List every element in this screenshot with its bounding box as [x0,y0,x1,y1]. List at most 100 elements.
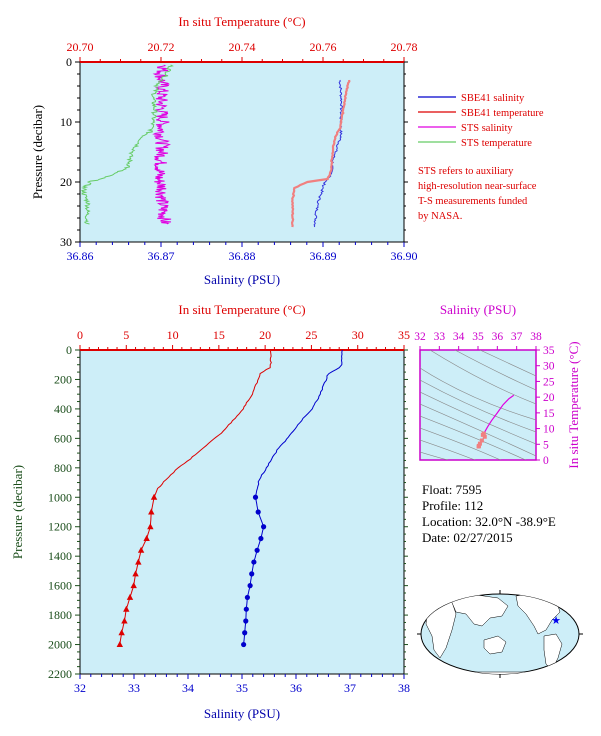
ts-temperature-ticks: 0 5 10 15 20 25 30 35 [536,345,555,467]
salinity-sample-marker [242,630,248,636]
ts-temperature-tick-label: 35 [543,345,555,357]
pressure-tick-label: 0 [66,343,72,357]
land-south-america [543,633,563,671]
ts-salinity-tick-label: 34 [453,331,465,343]
salinity-tick-label: 35 [236,681,248,695]
pressure-tick-label: 1000 [48,490,72,504]
salinity-sample-marker [252,494,259,500]
temperature-tick-label: 20 [259,328,271,342]
temperature-sample-marker [143,535,150,542]
ts-temperature-tick-label: 10 [543,424,555,436]
ts-salinity-tick-label: 37 [511,331,523,343]
legend-label-sts-salinity: STS salinity [461,123,513,134]
ts-salinity-tick-label: 33 [434,331,446,343]
top-plot-salinity-ticks: 36.86 36.87 36.88 36.89 36.90 [67,242,418,263]
temperature-tick-label: 0 [77,328,83,342]
salinity-tick-label: 36.86 [67,249,94,263]
temperature-sample-marker [148,508,155,515]
main-plot-pressure-axis-label: Pressure (decibar) [10,465,25,559]
salinity-tick-label: 38 [398,681,410,695]
series-sts-sal [152,64,172,225]
salinity-profile-line [243,349,343,645]
series-sts-temp [81,64,174,225]
float-id: Float: 7595 [422,482,482,497]
main-plot-salinity-axis-label: Salinity (PSU) [204,706,280,721]
temperature-tick-label: 20.74 [229,40,256,54]
ts-density-contours [420,350,536,460]
main-plot-area [79,349,405,675]
pressure-tick-label: 400 [54,402,72,416]
ts-contour [454,350,536,391]
world-map: ★ [417,590,583,678]
ts-contour [420,403,536,457]
sts-note-line-3: T-S measurements funded [418,196,528,207]
main-plot-series [116,349,343,648]
salinity-tick-label: 36.87 [148,249,175,263]
float-location-star-icon: ★ [551,615,561,627]
map-tick-marks [417,590,583,678]
top-plot-legend: SBE41 salinity SBE41 temperature STS sal… [418,93,544,222]
salinity-sample-marker [255,509,261,515]
pressure-tick-label: 600 [54,431,72,445]
temperature-tick-label: 10 [167,328,179,342]
ts-contour [420,367,536,421]
land-antarctica [429,671,571,674]
salinity-sample-marker [244,594,250,601]
legend-label-sbe41-salinity: SBE41 salinity [461,93,525,104]
ts-contour [420,391,536,445]
salinity-sample-marker [251,559,257,565]
temperature-sample-marker [126,593,134,600]
temperature-sample-marker [132,570,139,577]
main-plot-pressure-ticks: 0 200 400 600 800 1000 1200 1400 1600 1800 2000 220… [48,343,408,681]
land-australia [483,635,507,655]
ts-contour [420,451,449,460]
pressure-tick-label: 1400 [48,549,72,563]
temperature-sample-marker [135,558,142,565]
ts-temperature-axis-label: In situ Temperature (°C) [566,341,581,468]
temperature-sample-marker [150,493,158,500]
ts-sample-marker [482,434,487,439]
temperature-tick-label: 20.76 [310,40,337,54]
temperature-sample-marker [123,605,130,612]
pressure-tick-label: 1200 [48,520,72,534]
ts-sample-marker [479,438,484,443]
temperature-sample-marker [121,617,128,624]
ts-temperature-tick-label: 5 [543,439,549,451]
top-plot-salinity-axis-label: Salinity (PSU) [204,272,280,287]
temperature-tick-label: 15 [213,328,225,342]
ts-temperature-tick-label: 20 [543,392,555,404]
top-plot-temperature-axis-label: In situ Temperature (°C) [178,14,305,29]
date: Date: 02/27/2015 [422,530,513,545]
salinity-sample-marker [254,547,260,553]
salinity-tick-label: 32 [74,681,86,695]
pressure-tick-label: 2200 [48,667,72,681]
ts-salinity-tick-label: 38 [530,331,542,343]
temperature-tick-label: 35 [398,328,410,342]
temperature-sample-marker [137,546,145,553]
temperature-sample-marker [147,523,154,530]
ts-contour [420,427,502,460]
full-depth-profile-chart: In situ Temperature (°C) 0 5 10 15 20 25 30 35 … [10,302,410,721]
salinity-sample-marker [241,641,247,648]
land-masses [425,594,571,674]
pressure-tick-label: 10 [60,115,72,129]
series-sbe-temp [290,79,351,228]
ts-sample-marker [477,441,482,446]
ts-contour [479,350,536,377]
ts-temperature-tick-label: 30 [543,361,555,373]
ts-salinity-tick-label: 32 [414,331,426,343]
float-info: Float: 7595 Profile: 112 Location: 32.0°… [422,482,556,545]
salinity-tick-label: 33 [128,681,140,695]
ts-temperature-tick-label: 0 [543,455,549,467]
pressure-tick-label: 30 [60,235,72,249]
salinity-tick-label: 36.90 [391,249,418,263]
ts-salinity-axis-label: Salinity (PSU) [440,302,516,317]
sts-note-line-4: by NASA. [418,211,462,222]
ts-temperature-tick-label: 25 [543,376,555,388]
salinity-sample-marker [249,571,255,577]
temperature-tick-label: 25 [305,328,317,342]
legend-label-sbe41-temperature: SBE41 temperature [461,108,544,119]
temperature-tick-label: 20.78 [391,40,418,54]
salinity-sample-marker [243,618,249,624]
